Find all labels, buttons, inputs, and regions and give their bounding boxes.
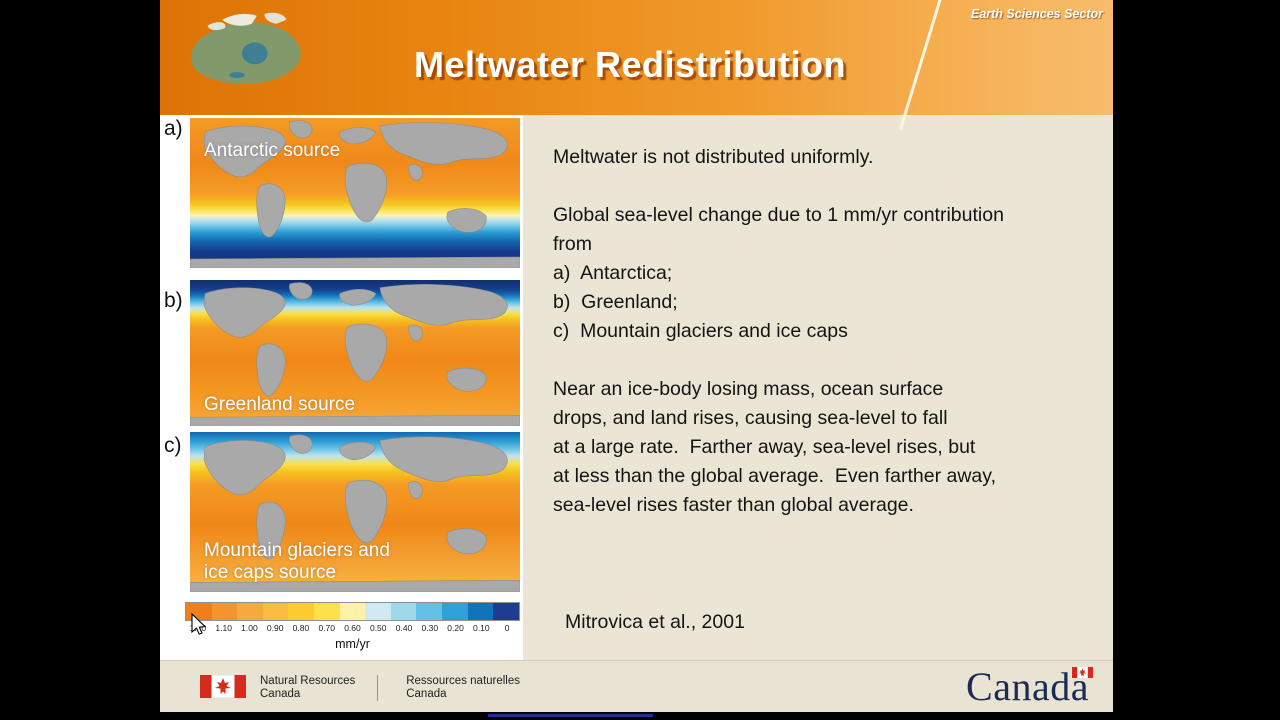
colorbar-tick-label: 0.40 xyxy=(395,623,413,633)
colorbar-cell xyxy=(339,603,366,620)
map-greenland-source: Greenland source xyxy=(190,280,520,426)
map-letter-c: c) xyxy=(164,434,182,457)
source-list-item: c) Mountain glaciers and ice caps xyxy=(553,320,848,342)
sector-label: Earth Sciences Sector xyxy=(970,7,1103,21)
colorbar-legend: 1.201.101.000.900.800.700.600.500.400.30… xyxy=(185,602,520,651)
colorbar-tick-label: 0.90 xyxy=(266,623,284,633)
page-title: Meltwater Redistribution xyxy=(413,44,847,85)
colorbar-tick-label: 0.50 xyxy=(369,623,387,633)
citation: Mitrovica et al., 2001 xyxy=(565,611,745,633)
paragraph-explanation: Near an ice-body losing mass, ocean surf… xyxy=(553,378,996,516)
colorbar-cell xyxy=(467,603,494,620)
map-letter-b: b) xyxy=(164,289,183,312)
slide-body-text: Meltwater is not distributed uniformly. … xyxy=(553,115,1113,660)
colorbar-cell xyxy=(288,603,315,620)
canada-flag-icon xyxy=(200,675,246,698)
maps-panel: a) b) c) Antarctic source xyxy=(160,115,523,660)
colorbar-tick-label: 1.00 xyxy=(241,623,258,633)
colorbar-tick-label: 0.80 xyxy=(292,623,310,633)
colorbar-cell xyxy=(390,603,417,620)
slide-footer: Natural Resources Canada Ressources natu… xyxy=(160,660,1113,712)
map-antarctic-source: Antarctic source xyxy=(190,118,520,268)
colorbar-tick-label: 0.70 xyxy=(318,623,335,633)
colorbar-tick-label: 0.60 xyxy=(344,623,361,633)
colorbar-cell xyxy=(211,603,238,620)
video-progress-bar xyxy=(488,714,653,717)
colorbar-tick-label: 0.30 xyxy=(421,623,439,633)
wordmark-flag-icon xyxy=(1072,667,1093,678)
colorbar-cell xyxy=(442,603,468,620)
colorbar-tick-label: 0.10 xyxy=(473,623,490,633)
government-signature: Natural Resources Canada Ressources natu… xyxy=(200,675,520,701)
map-label-antarctic: Antarctic source xyxy=(204,140,341,161)
paragraph-contribution-intro: Global sea-level change due to 1 mm/yr c… xyxy=(553,204,1004,255)
slide-header: Earth Sciences Sector Meltwater Redistri… xyxy=(160,0,1113,131)
source-list-item: a) Antarctica; xyxy=(553,262,673,284)
source-list: a) Antarctica; b) Greenland; c) Mountain g… xyxy=(553,259,1113,346)
map-mountain-glaciers-source: Mountain glaciers and ice caps source xyxy=(190,432,520,592)
presentation-slide: Earth Sciences Sector Meltwater Redistri… xyxy=(160,0,1113,712)
signature-divider xyxy=(377,675,379,701)
colorbar-tick-label: 0 xyxy=(504,623,510,633)
paragraph-uniformity: Meltwater is not distributed uniformly. xyxy=(553,146,874,168)
colorbar-unit-label: mm/yr xyxy=(335,637,370,651)
colorbar-tick-label: 0.20 xyxy=(447,623,464,633)
colorbar-cell xyxy=(416,603,443,620)
world-continents-image xyxy=(190,282,520,426)
canada-satellite-map-image xyxy=(168,6,316,106)
letterbox-left xyxy=(0,0,160,720)
map-label-greenland: Greenland source xyxy=(204,394,356,415)
canada-map-image xyxy=(191,12,301,85)
colorbar-swatches xyxy=(185,602,520,621)
world-continents-image xyxy=(190,120,520,268)
map-letter-a: a) xyxy=(164,117,183,140)
world-continents-image xyxy=(190,434,520,592)
mouse-cursor-icon xyxy=(191,612,207,635)
map-label-mountain-glaciers: Mountain glaciers and ice caps source xyxy=(204,540,390,583)
department-name-fr: Ressources naturelles Canada xyxy=(406,675,521,700)
colorbar-tick-label: 1.10 xyxy=(215,623,232,633)
colorbar-cell xyxy=(365,603,391,620)
canada-wordmark: Canada xyxy=(966,663,1093,710)
colorbar-cell xyxy=(314,603,340,620)
colorbar-ticks: 1.201.101.000.900.800.700.600.500.400.30… xyxy=(185,623,520,633)
source-list-item: b) Greenland; xyxy=(553,291,678,313)
department-name-en: Natural Resources Canada xyxy=(260,675,356,700)
colorbar-cell xyxy=(493,603,519,620)
letterbox-right xyxy=(1113,0,1280,720)
colorbar-cell xyxy=(262,603,289,620)
canada-wordmark-text: Canada xyxy=(966,664,1089,709)
colorbar-cell xyxy=(237,603,263,620)
